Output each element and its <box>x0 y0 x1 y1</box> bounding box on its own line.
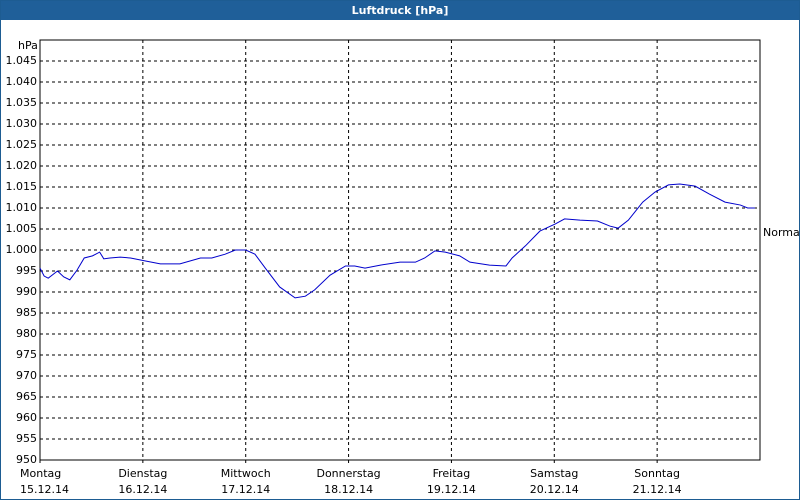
x-tick-date: 20.12.14 <box>530 483 579 496</box>
x-tick-date: 17.12.14 <box>221 483 270 496</box>
y-tick-label: 950 <box>16 453 37 466</box>
y-unit-label: hPa <box>18 39 38 52</box>
x-tick-date: 15.12.14 <box>20 483 69 496</box>
y-tick-label: 1.020 <box>6 159 38 172</box>
y-tick-label: 1.010 <box>6 201 38 214</box>
x-tick-date: 18.12.14 <box>324 483 373 496</box>
y-tick-label: 1.000 <box>6 243 38 256</box>
y-tick-label: 985 <box>16 306 37 319</box>
x-tick-label: Mittwoch <box>221 467 271 480</box>
pressure-line <box>39 183 755 299</box>
x-tick-date: 21.12.14 <box>633 483 682 496</box>
y-tick-label: 1.030 <box>6 117 38 130</box>
y-tick-label: 995 <box>16 264 37 277</box>
x-tick-date: 16.12.14 <box>118 483 167 496</box>
y-tick-label: 1.040 <box>6 75 38 88</box>
y-tick-label: 955 <box>16 432 37 445</box>
y-tick-label: 975 <box>16 348 37 361</box>
y-tick-label: 980 <box>16 327 37 340</box>
x-tick-date: 19.12.14 <box>427 483 476 496</box>
y-tick-label: 1.015 <box>6 180 38 193</box>
y-tick-label: 970 <box>16 369 37 382</box>
y-tick-label: 990 <box>16 285 37 298</box>
chart-title: Luftdruck [hPa] <box>352 4 449 17</box>
y-tick-label: 1.045 <box>6 54 38 67</box>
x-tick-label: Samstag <box>530 467 578 480</box>
plot-border <box>39 39 761 461</box>
annotation: Normal <box>763 226 800 239</box>
y-tick-label: 960 <box>16 411 37 424</box>
title-bar <box>1 1 799 20</box>
x-tick-label: Sonntag <box>634 467 680 480</box>
y-tick-label: 1.005 <box>6 222 38 235</box>
y-tick-label: 1.035 <box>6 96 38 109</box>
x-tick-label: Freitag <box>433 467 471 480</box>
y-tick-label: 965 <box>16 390 37 403</box>
x-tick-label: Montag <box>20 467 61 480</box>
x-tick-label: Dienstag <box>118 467 167 480</box>
y-tick-label: 1.025 <box>6 138 38 151</box>
x-tick-label: Donnerstag <box>316 467 380 480</box>
